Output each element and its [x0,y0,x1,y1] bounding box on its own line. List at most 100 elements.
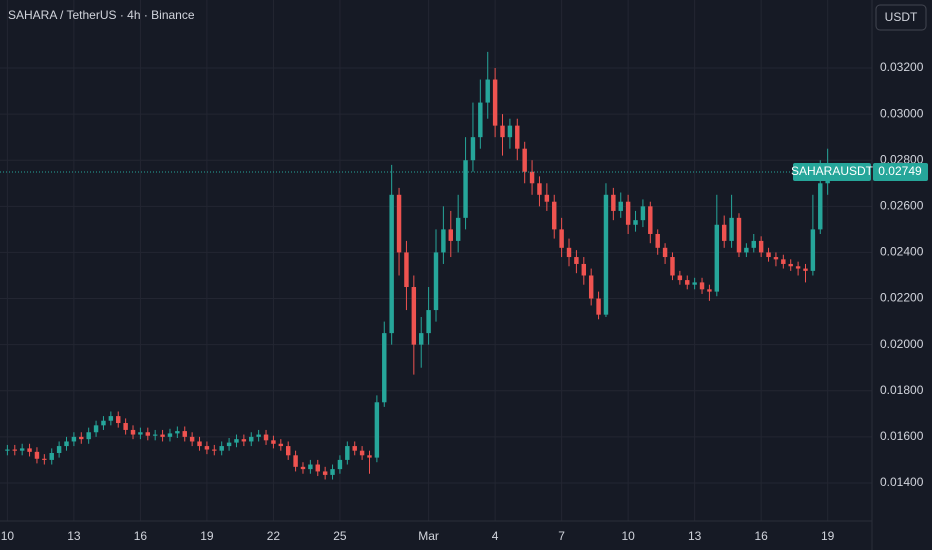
candle-body [189,436,195,442]
x-tick-label: 19 [200,529,214,543]
candle-body [293,455,298,467]
candle-body [226,442,232,447]
candle-body [744,247,749,253]
x-tick-label: 10 [1,529,15,543]
candle-body [566,247,572,258]
candle-body [167,433,173,437]
x-tick-label: 4 [492,529,499,543]
candle-body [256,434,261,437]
candle-body [101,420,106,426]
grid [0,0,872,521]
candle-body [197,441,202,447]
candle-body [330,469,335,475]
candle-body [315,464,320,472]
symbol-tag-label: SAHARAUSDT [791,164,874,178]
candle-body [655,233,660,248]
candle-body [396,194,402,253]
candle-body [707,289,712,292]
candle-body [175,431,180,434]
candle-body [389,194,394,334]
candle-body [537,183,542,195]
candle-body [470,137,476,161]
currency-button[interactable] [875,4,927,31]
candle-body [322,471,328,475]
candle-body [27,448,32,452]
x-tick-label: 25 [333,529,347,543]
candle-body [152,434,158,436]
x-tick-label: 22 [267,529,281,543]
candle-body [34,451,40,459]
candle-body [677,275,683,281]
x-tick-label: 7 [558,529,565,543]
candle-body [86,432,91,440]
x-tick-label: 16 [134,529,148,543]
candle-body [441,229,446,253]
candle-body [758,240,764,253]
candle-body [130,429,136,435]
candle-body [781,259,786,264]
y-tick-label: 0.02800 [880,152,924,166]
candle-body [426,310,431,334]
candle-body [234,439,239,443]
x-tick-label: 16 [754,529,768,543]
candle-body [818,183,823,230]
candle-body [212,449,217,451]
candle-body [581,263,587,276]
candle-body [455,217,461,241]
candle-body [19,448,25,451]
price-tag [873,162,928,181]
candle-body [529,171,535,184]
currency-label[interactable]: USDT [885,10,918,24]
y-tick-label: 0.02200 [880,291,924,305]
candle-body [182,431,187,437]
candle-body [64,441,69,447]
candle-body [611,194,616,211]
candle-body [736,217,742,253]
candle-body [492,79,498,126]
symbol-tag [793,162,871,181]
candle-body [721,224,727,241]
candle-body [633,220,638,225]
candle-body [278,443,284,447]
candle-body [603,194,609,315]
candle-body [71,436,77,442]
candle-body [308,464,313,470]
candle-body [515,125,520,149]
y-tick-label: 0.02000 [880,337,924,351]
candle-body [729,217,734,241]
candle-body [160,434,165,437]
candle-body [285,446,291,456]
axes: 0.01400 0.01600 0.01800 0.02000 0.02200 0.024… [0,60,928,543]
candle-body [648,206,653,234]
candle-body [116,416,121,424]
candles [5,51,830,480]
candle-body [271,440,276,444]
candle-body [419,333,424,345]
candle-body [685,280,690,285]
candle-body [448,229,453,241]
y-tick-label: 0.01400 [880,475,924,489]
candle-body [49,452,54,460]
candle-body [359,450,365,456]
candle-body [766,252,771,258]
candle-body [204,446,210,450]
candle-body [670,257,675,276]
x-tick-label: 13 [67,529,81,543]
candle-body [522,148,527,172]
candle-body [478,102,483,138]
candle-body [463,160,468,218]
candle-body [559,229,564,248]
candle-body [714,224,720,292]
candle-body [507,125,513,138]
candle-body [751,240,756,248]
candle-body [596,298,601,315]
candle-body [404,252,409,288]
candle-body [367,455,372,458]
candle-body [374,402,380,458]
candle-body [79,436,84,440]
candle-body [108,416,114,421]
candle-body [241,439,247,442]
candle-body [625,201,631,225]
